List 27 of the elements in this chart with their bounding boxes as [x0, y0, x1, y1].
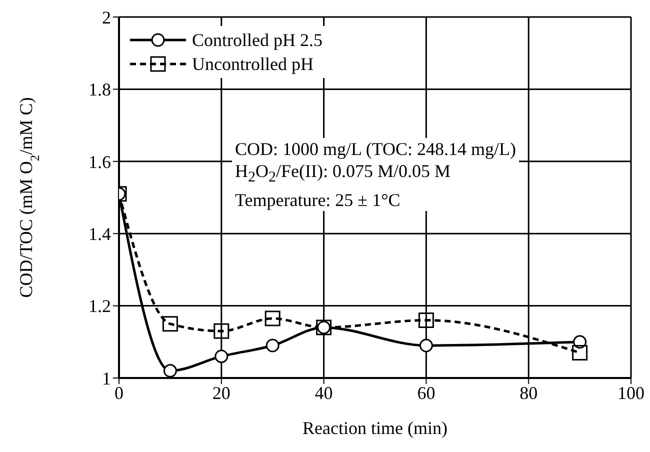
point [162, 316, 178, 332]
point [572, 344, 588, 360]
point [266, 338, 280, 352]
annotation: COD: 1000 mg/L (TOC: 248.14 mg/L) [235, 138, 516, 160]
annotation: H$_{2}$O$_{2}$/Fe(II): 0.075 M/0.05 M [235, 160, 452, 188]
y-tick-label: 1.8 [88, 80, 111, 100]
y-tick-label: 1.2 [88, 296, 111, 316]
point [214, 350, 228, 364]
legend-label: Uncontrolled pH [192, 53, 314, 76]
point [214, 323, 230, 339]
y-tick-label: 1 [102, 368, 111, 388]
point [419, 338, 433, 352]
x-tick-label: 80 [520, 382, 538, 403]
point [163, 364, 177, 378]
x-tick-label: 60 [417, 382, 436, 403]
x-tick-label: 20 [212, 382, 230, 403]
y-tick-label: 2 [102, 7, 111, 28]
y-tick-label: 1.4 [88, 224, 111, 244]
y-tick-label: 1.6 [88, 152, 111, 172]
x-tick-label: 40 [314, 382, 333, 403]
point [418, 312, 434, 328]
x-tick-label: 0 [114, 382, 124, 403]
x-axis-title: Reaction time (min) [302, 418, 448, 438]
legend-label: Controlled pH 2.5 [192, 29, 322, 52]
point [264, 310, 280, 326]
x-tick-label: 100 [618, 382, 644, 403]
annotation: Temperature: 25 ± 1°C [235, 188, 402, 211]
